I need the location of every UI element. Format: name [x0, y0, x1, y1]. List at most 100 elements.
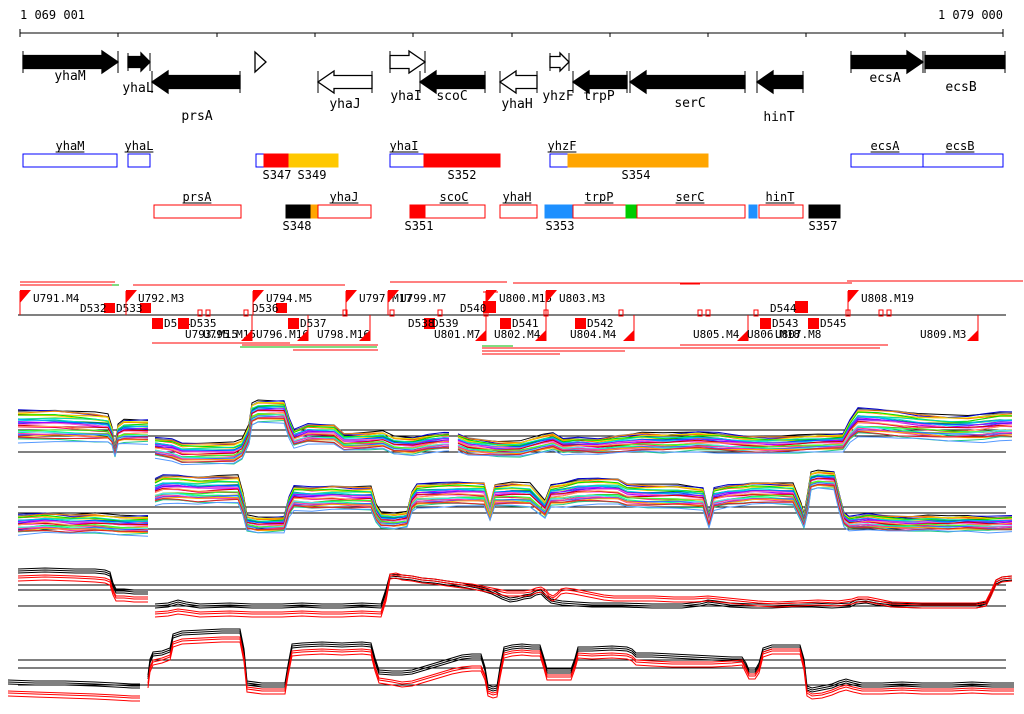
probe-label-D537[interactable]: D537 [300, 317, 327, 330]
probe-tick [389, 309, 395, 317]
coordinate-start: 1 069 001 [20, 8, 86, 22]
expression-line [17, 522, 149, 526]
gene-arrow-yhzF[interactable] [549, 51, 570, 73]
probe-flag-up [546, 290, 557, 303]
probe-label-D532[interactable]: D532 [80, 302, 107, 315]
segment-yhaI-S352[interactable] [389, 153, 425, 168]
gene-label-trpP: trpP [583, 89, 614, 104]
probe-label-U808.M19[interactable]: U808.M19 [861, 292, 914, 305]
probe-label-U804.M4[interactable]: U804.M4 [570, 328, 617, 341]
segment-S348[interactable] [310, 204, 319, 219]
probe-box-D545 [808, 318, 819, 329]
probe-box-D543 [760, 318, 771, 329]
probe-label-D539[interactable]: D539 [432, 317, 459, 330]
probe-label-U800.M15[interactable]: U800.M15 [499, 292, 552, 305]
probe-label-D542[interactable]: D542 [587, 317, 614, 330]
segment-yhaH-box[interactable] [499, 204, 538, 219]
probe-flag-up [388, 290, 399, 303]
segment-label-yhaM: yhaM [56, 139, 85, 153]
gene-label-yhaH: yhaH [501, 97, 532, 112]
gene-label-scoC: scoC [436, 89, 467, 104]
segment-hinT-box[interactable] [758, 204, 804, 219]
segment-S347-S349[interactable] [288, 153, 339, 168]
segment-label-trpP: trpP [585, 190, 614, 204]
probe-label-U799.M7[interactable]: U799.M7 [400, 292, 446, 305]
segment-S348[interactable] [285, 204, 312, 219]
probe-flag-down [475, 330, 486, 341]
segment-green-seg[interactable] [625, 204, 637, 219]
segment-yhaM-box[interactable] [22, 153, 118, 168]
gene-arrow-trpP[interactable] [571, 69, 628, 95]
gene-arrow-yhaM[interactable] [22, 49, 120, 75]
gene-arrow-yhaJ[interactable] [316, 69, 373, 95]
probe-flag-up [848, 290, 859, 303]
probe-label-U807.M8[interactable]: U807.M8 [775, 328, 821, 341]
probe-label-D536[interactable]: D536 [252, 302, 279, 315]
gene-label-hinT: hinT [763, 110, 794, 125]
probe-label-D543[interactable]: D543 [772, 317, 799, 330]
probe-label-D533[interactable]: D533 [116, 302, 143, 315]
gene-arrow-hinT[interactable] [755, 69, 804, 95]
probe-label-U791.M4[interactable]: U791.M4 [33, 292, 80, 305]
segment-prsA-box[interactable] [153, 204, 242, 219]
gene-arrow-prsA[interactable] [150, 69, 241, 95]
gene-arrow-serC[interactable] [628, 69, 746, 95]
expression-line [17, 567, 148, 591]
probe-label-U794.M5[interactable]: U794.M5 [266, 292, 312, 305]
gene-label-yhaM: yhaM [54, 69, 85, 84]
segment-ecsA-box[interactable] [850, 153, 924, 168]
probe-label-U797.M17[interactable]: U797.M17 [359, 292, 412, 305]
probe-label-D545[interactable]: D545 [820, 317, 847, 330]
probe-label-D540[interactable]: D540 [460, 302, 487, 315]
gene-arrow-unnamed[interactable] [254, 50, 267, 74]
gene-arrow-yhaI[interactable] [389, 49, 427, 75]
segment-yhaJ-box[interactable] [317, 204, 372, 219]
expression-line [17, 579, 148, 603]
segment-yhaI-S352[interactable] [423, 153, 501, 168]
gene-arrow-yhaL[interactable] [127, 51, 151, 73]
expression-line [17, 417, 149, 450]
segment-yhzF-S354[interactable] [567, 153, 709, 168]
segment-trpP-box[interactable] [572, 204, 628, 219]
probe-label-U792.M3[interactable]: U792.M3 [138, 292, 184, 305]
expression-line [17, 436, 149, 455]
probe-label-U795.M15[interactable]: U795.M15 [203, 328, 256, 341]
segment-yhzF-S354[interactable] [549, 153, 569, 168]
segment-label-yhaI: yhaI [390, 139, 419, 153]
expression-line [17, 424, 149, 452]
probe-label-U803.M3[interactable]: U803.M3 [559, 292, 605, 305]
probe-label-D544[interactable]: D544 [770, 302, 797, 315]
probe-label-D538[interactable]: D538 [408, 317, 435, 330]
gene-arrow-yhaH[interactable] [498, 69, 538, 95]
gene-arrow-scoC[interactable] [418, 69, 486, 95]
gene-arrow-ecsB[interactable] [924, 54, 1006, 70]
probe-label-U798.M16[interactable]: U798.M16 [317, 328, 370, 341]
segment-label-ecsB: ecsB [946, 139, 975, 153]
probe-label-U801.M7[interactable]: U801.M7 [434, 328, 480, 341]
segment-serC-box[interactable] [636, 204, 746, 219]
segment-ecsB-box[interactable] [922, 153, 1004, 168]
gene-label-ecsA: ecsA [869, 71, 900, 86]
segment-S347-S349[interactable] [263, 153, 290, 168]
segment-S357[interactable] [808, 204, 841, 219]
segment-S353[interactable] [544, 204, 574, 219]
segment-S351[interactable] [409, 204, 426, 219]
segment-label-S351: S351 [405, 219, 434, 233]
probe-label-U806.M18[interactable]: U806.M18 [747, 328, 800, 341]
probe-label-U796.M16[interactable]: U796.M16 [256, 328, 309, 341]
segment-blue-seg[interactable] [748, 204, 758, 219]
segment-yhaL-box[interactable] [127, 153, 151, 168]
expression-line [7, 690, 140, 697]
probe-label-D541[interactable]: D541 [512, 317, 539, 330]
probe-label-D535[interactable]: D535 [190, 317, 217, 330]
probe-label-U793.M15[interactable]: U793.M15 [185, 328, 238, 341]
segment-scoC-box[interactable] [424, 204, 486, 219]
gene-arrow-ecsA[interactable] [850, 49, 925, 75]
segment-S347-S349[interactable] [255, 153, 265, 168]
probe-label-U805.M4[interactable]: U805.M4 [693, 328, 740, 341]
segment-label-serC: serC [676, 190, 705, 204]
probe-label-U802.M4[interactable]: U802.M4 [494, 328, 541, 341]
probe-label-U809.M3[interactable]: U809.M3 [920, 328, 966, 341]
